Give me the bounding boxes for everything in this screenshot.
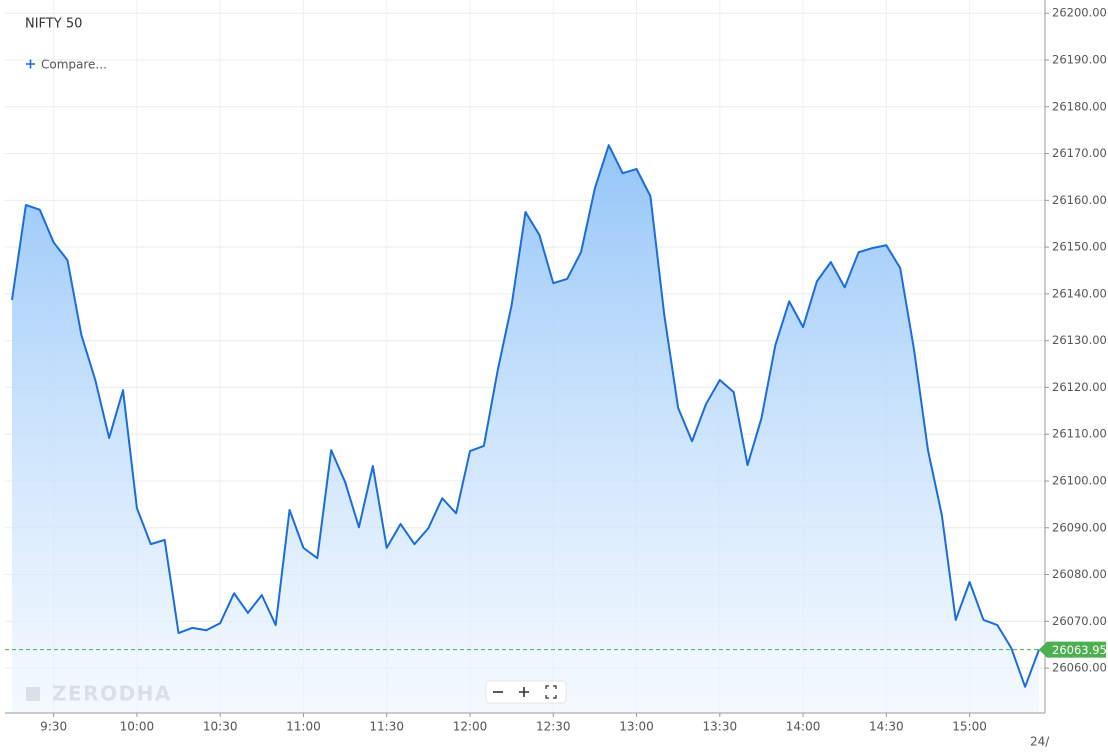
- y-tick-label: 26060.00: [1052, 661, 1107, 675]
- watermark-icon: [26, 687, 40, 701]
- x-tick-label: 13:30: [703, 720, 738, 734]
- y-tick-label: 26100.00: [1052, 473, 1107, 487]
- x-tick-label: 9:30: [40, 720, 67, 734]
- y-tick-label: 26180.00: [1052, 99, 1107, 113]
- chart-title: NIFTY 50: [25, 17, 82, 32]
- x-tick-label: 11:00: [286, 720, 321, 734]
- last-price-label: 26063.95: [1052, 643, 1107, 657]
- axes: 26060.00 26070.00 26080.00 26090.00 26100.00…: [40, 6, 1107, 749]
- plus-icon: [26, 59, 35, 69]
- x-tick-label: 12:30: [536, 720, 571, 734]
- y-tick-label: 26080.00: [1052, 567, 1107, 581]
- x-tick-label: 10:30: [203, 720, 238, 734]
- last-price-badge: [1039, 641, 1106, 658]
- y-tick-label: 26070.00: [1052, 614, 1107, 628]
- y-tick-label: 26190.00: [1052, 53, 1107, 67]
- x-tick-label: 10:00: [120, 720, 155, 734]
- x-tick-label: 14:30: [869, 720, 904, 734]
- watermark: ZERODHA: [26, 682, 172, 706]
- line: [11, 144, 1040, 688]
- overlay: 26063.95: [5, 641, 1107, 658]
- y-tick-label: 26130.00: [1052, 333, 1107, 347]
- date-label: 24/: [1030, 735, 1050, 749]
- plot-area: [11, 144, 1040, 713]
- y-tick-label: 26150.00: [1052, 240, 1107, 254]
- x-tick-label: 13:00: [619, 720, 654, 734]
- zoom-controls: [485, 680, 567, 704]
- y-tick-label: 26160.00: [1052, 193, 1107, 207]
- area: [12, 145, 1039, 713]
- fullscreen-button[interactable]: [545, 685, 557, 699]
- y-tick-label: 26110.00: [1052, 427, 1107, 441]
- watermark-text: ZERODHA: [52, 682, 172, 706]
- x-tick-label: 12:00: [453, 720, 488, 734]
- y-tick-label: 26200.00: [1052, 6, 1107, 20]
- y-tick-label: 26140.00: [1052, 286, 1107, 300]
- x-tick-label: 11:30: [369, 720, 404, 734]
- x-tick-label: 15:00: [952, 720, 987, 734]
- y-tick-label: 26120.00: [1052, 380, 1107, 394]
- compare-label[interactable]: Compare...: [41, 58, 107, 72]
- zoom-in-button[interactable]: [519, 687, 529, 697]
- y-tick-label: 26170.00: [1052, 146, 1107, 160]
- x-tick-label: 14:00: [786, 720, 821, 734]
- compare-button[interactable]: Compare...: [26, 58, 107, 72]
- y-tick-label: 26090.00: [1052, 520, 1107, 534]
